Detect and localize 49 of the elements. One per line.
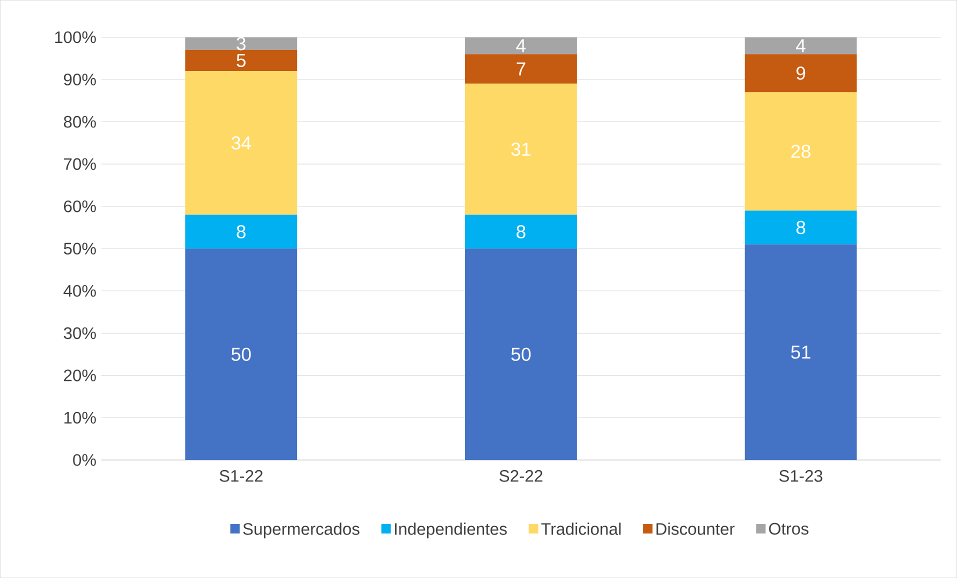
bar	[744, 37, 857, 54]
x-tick-label: S1-23	[779, 470, 822, 482]
bar	[465, 84, 577, 215]
y-tick-label: 20%	[64, 369, 96, 382]
data-label: 9	[796, 66, 806, 80]
y-tick-label: 70%	[64, 158, 96, 170]
data-label: 7	[516, 62, 526, 76]
data-label: 31	[511, 142, 530, 156]
x-tick-label: S2-22	[500, 470, 542, 482]
bar	[185, 50, 298, 71]
y-tick-label: 60%	[64, 200, 96, 212]
y-tick-label: 40%	[64, 284, 96, 297]
x-tick-label: S1-22	[220, 470, 263, 482]
bar	[465, 214, 577, 249]
data-label: 51	[791, 346, 810, 359]
y-tick-label: 80%	[64, 116, 96, 128]
legend-label: Tradicional	[541, 522, 621, 535]
bar	[744, 244, 857, 460]
bar	[185, 70, 298, 215]
bar	[465, 37, 577, 54]
data-label: 4	[796, 39, 806, 52]
y-tick-label: 90%	[64, 74, 96, 86]
bar	[744, 54, 857, 92]
bar	[185, 248, 298, 460]
y-tick-label: 50%	[64, 242, 96, 254]
data-label: 4	[516, 39, 526, 52]
data-label: 50	[232, 348, 251, 361]
y-tick-label: 10%	[64, 412, 96, 424]
legend-label: Supermercados	[243, 522, 360, 538]
data-label: 50	[511, 348, 531, 361]
data-label: 34	[231, 136, 251, 150]
data-label: 28	[791, 144, 810, 158]
bar	[744, 210, 857, 244]
data-label: 3	[236, 36, 246, 50]
data-label: 8	[236, 225, 246, 238]
data-label: 5	[236, 54, 246, 67]
legend-label: Discounter	[656, 522, 735, 535]
y-tick-label: 100%	[55, 31, 96, 44]
legend-label: Otros	[769, 522, 808, 535]
bar	[465, 248, 577, 460]
data-label: 8	[516, 225, 526, 238]
legend-label: Independientes	[395, 522, 507, 538]
bar	[465, 54, 577, 84]
bar	[185, 214, 298, 249]
y-tick-label: 30%	[64, 327, 96, 339]
data-label: 8	[796, 220, 806, 234]
bar	[744, 92, 857, 210]
y-tick-label: 0%	[73, 454, 96, 466]
bar	[185, 37, 298, 50]
